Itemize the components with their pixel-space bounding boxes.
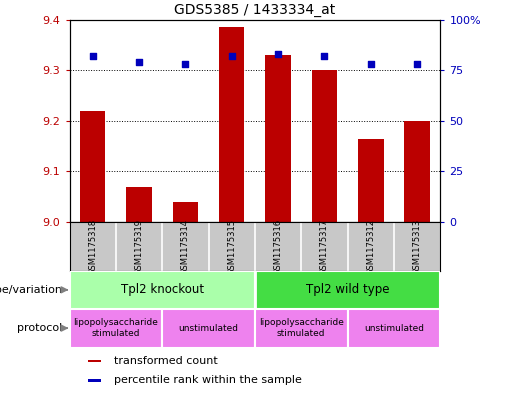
Text: lipopolysaccharide
stimulated: lipopolysaccharide stimulated bbox=[74, 318, 158, 338]
Bar bbox=[88, 379, 101, 382]
Bar bbox=[70, 271, 255, 309]
Text: GSM1175313: GSM1175313 bbox=[413, 219, 422, 275]
Bar bbox=[162, 309, 255, 348]
Text: GSM1175317: GSM1175317 bbox=[320, 219, 329, 275]
Point bbox=[274, 51, 282, 57]
Text: unstimulated: unstimulated bbox=[179, 324, 238, 332]
Text: Tpl2 knockout: Tpl2 knockout bbox=[121, 283, 204, 296]
Bar bbox=[265, 55, 291, 222]
Bar bbox=[80, 111, 106, 222]
Bar bbox=[348, 309, 440, 348]
Text: GSM1175319: GSM1175319 bbox=[134, 219, 144, 275]
Point bbox=[320, 53, 329, 59]
Bar bbox=[173, 202, 198, 222]
Text: GSM1175318: GSM1175318 bbox=[88, 219, 97, 275]
Title: GDS5385 / 1433334_at: GDS5385 / 1433334_at bbox=[174, 3, 336, 17]
Bar bbox=[88, 360, 101, 362]
Bar bbox=[312, 70, 337, 222]
Text: GSM1175316: GSM1175316 bbox=[273, 219, 283, 275]
Text: unstimulated: unstimulated bbox=[364, 324, 424, 332]
Point bbox=[413, 61, 421, 67]
Point bbox=[367, 61, 375, 67]
Bar bbox=[219, 27, 245, 222]
Bar bbox=[358, 139, 384, 222]
Text: percentile rank within the sample: percentile rank within the sample bbox=[114, 375, 302, 386]
Point bbox=[181, 61, 190, 67]
Text: transformed count: transformed count bbox=[114, 356, 218, 366]
Text: lipopolysaccharide
stimulated: lipopolysaccharide stimulated bbox=[259, 318, 344, 338]
Text: GSM1175314: GSM1175314 bbox=[181, 219, 190, 275]
Text: GSM1175312: GSM1175312 bbox=[366, 219, 375, 275]
Point bbox=[228, 53, 236, 59]
Point bbox=[135, 59, 143, 65]
Text: genotype/variation: genotype/variation bbox=[0, 285, 62, 295]
Bar bbox=[255, 271, 440, 309]
Bar bbox=[255, 309, 348, 348]
Text: Tpl2 wild type: Tpl2 wild type bbox=[306, 283, 389, 296]
Bar bbox=[404, 121, 430, 222]
Text: GSM1175315: GSM1175315 bbox=[227, 219, 236, 275]
Text: protocol: protocol bbox=[17, 323, 62, 333]
Bar bbox=[70, 309, 162, 348]
Bar bbox=[126, 187, 152, 222]
Point bbox=[89, 53, 97, 59]
